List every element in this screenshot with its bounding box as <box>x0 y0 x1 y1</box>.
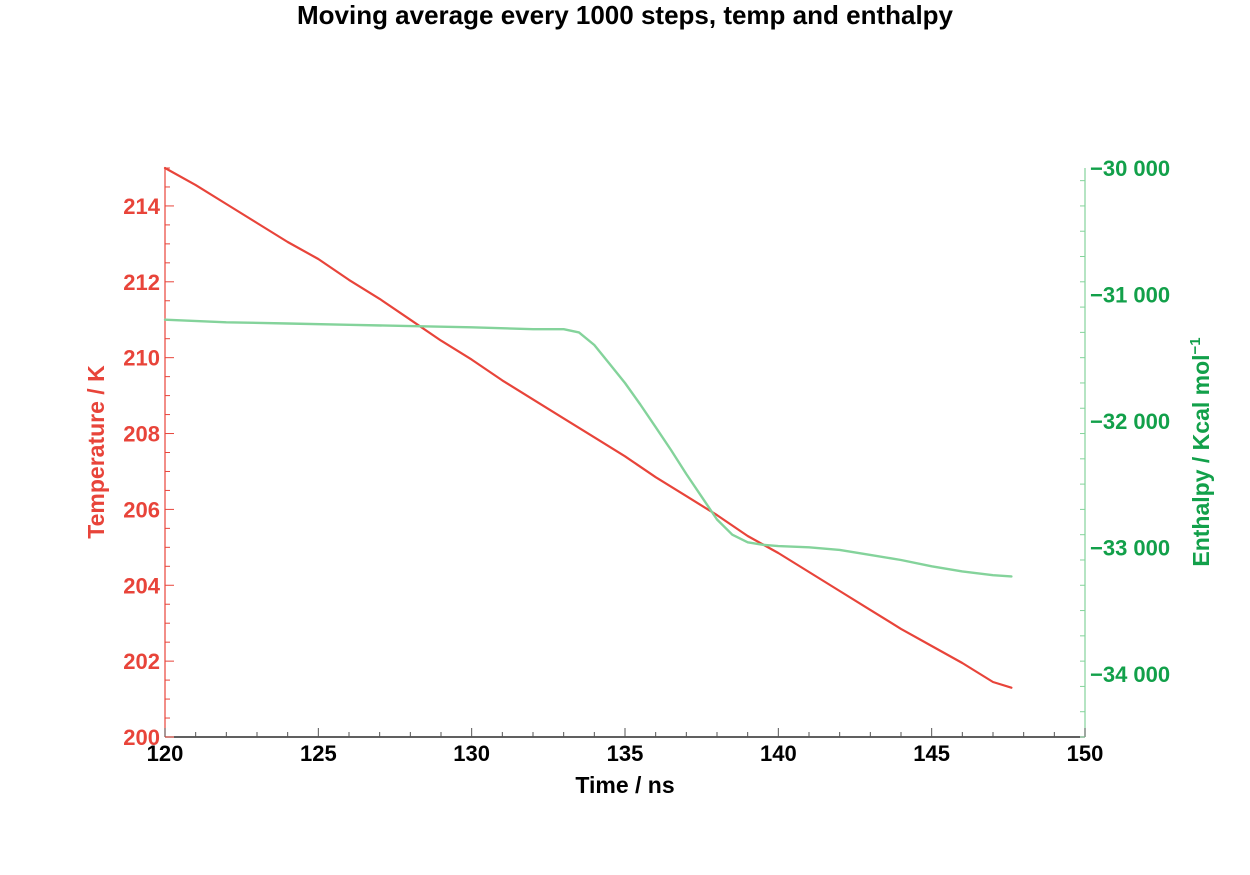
enthalpy-series-line <box>163 318 1013 578</box>
y-axis-left-label: Temperature / K <box>83 365 109 539</box>
y-left-tick-label: 206 <box>123 497 160 522</box>
x-tick-label: 130 <box>453 741 490 766</box>
y-left-tick-label: 208 <box>123 422 160 447</box>
y-left-tick-label: 204 <box>123 573 160 598</box>
axes-group <box>164 168 1086 738</box>
y-axis-right-label-superscript: −1 <box>1187 337 1204 354</box>
y-right-tick-label: −31 000 <box>1090 282 1170 307</box>
y-right-tick-label: −32 000 <box>1090 409 1170 434</box>
x-axis-label: Time / ns <box>575 772 674 798</box>
y-right-tick-label: −30 000 <box>1090 156 1170 181</box>
x-tick-label: 120 <box>147 741 184 766</box>
y-axis-right-label: Enthalpy / Kcal mol−1 <box>1187 337 1214 566</box>
temperature-series-line <box>163 166 1013 689</box>
x-tick-label: 125 <box>300 741 337 766</box>
y-left-tick-label: 210 <box>123 346 160 371</box>
x-tick-label: 145 <box>913 741 950 766</box>
ticks-group: 120 125 130 135 140 145 150 200 202 204 206 208 210 2… <box>123 156 1170 766</box>
x-tick-label: 135 <box>607 741 644 766</box>
chart-title: Moving average every 1000 steps, temp an… <box>296 0 954 30</box>
y-axis-right-label-base: Enthalpy / Kcal mol <box>1188 354 1214 566</box>
y-left-tick-label: 212 <box>123 270 160 295</box>
y-left-tick-label: 200 <box>123 725 160 750</box>
y-left-tick-label: 214 <box>123 194 160 219</box>
y-left-tick-label: 202 <box>123 649 160 674</box>
x-tick-label: 140 <box>760 741 797 766</box>
y-right-tick-label: −34 000 <box>1090 662 1170 687</box>
series-group <box>163 166 1013 689</box>
x-tick-label: 150 <box>1067 741 1104 766</box>
y-right-tick-label: −33 000 <box>1090 535 1170 560</box>
